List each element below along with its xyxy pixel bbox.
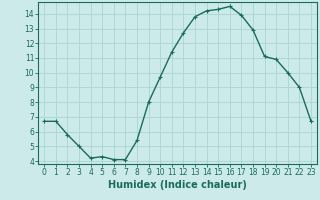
X-axis label: Humidex (Indice chaleur): Humidex (Indice chaleur) [108, 180, 247, 190]
